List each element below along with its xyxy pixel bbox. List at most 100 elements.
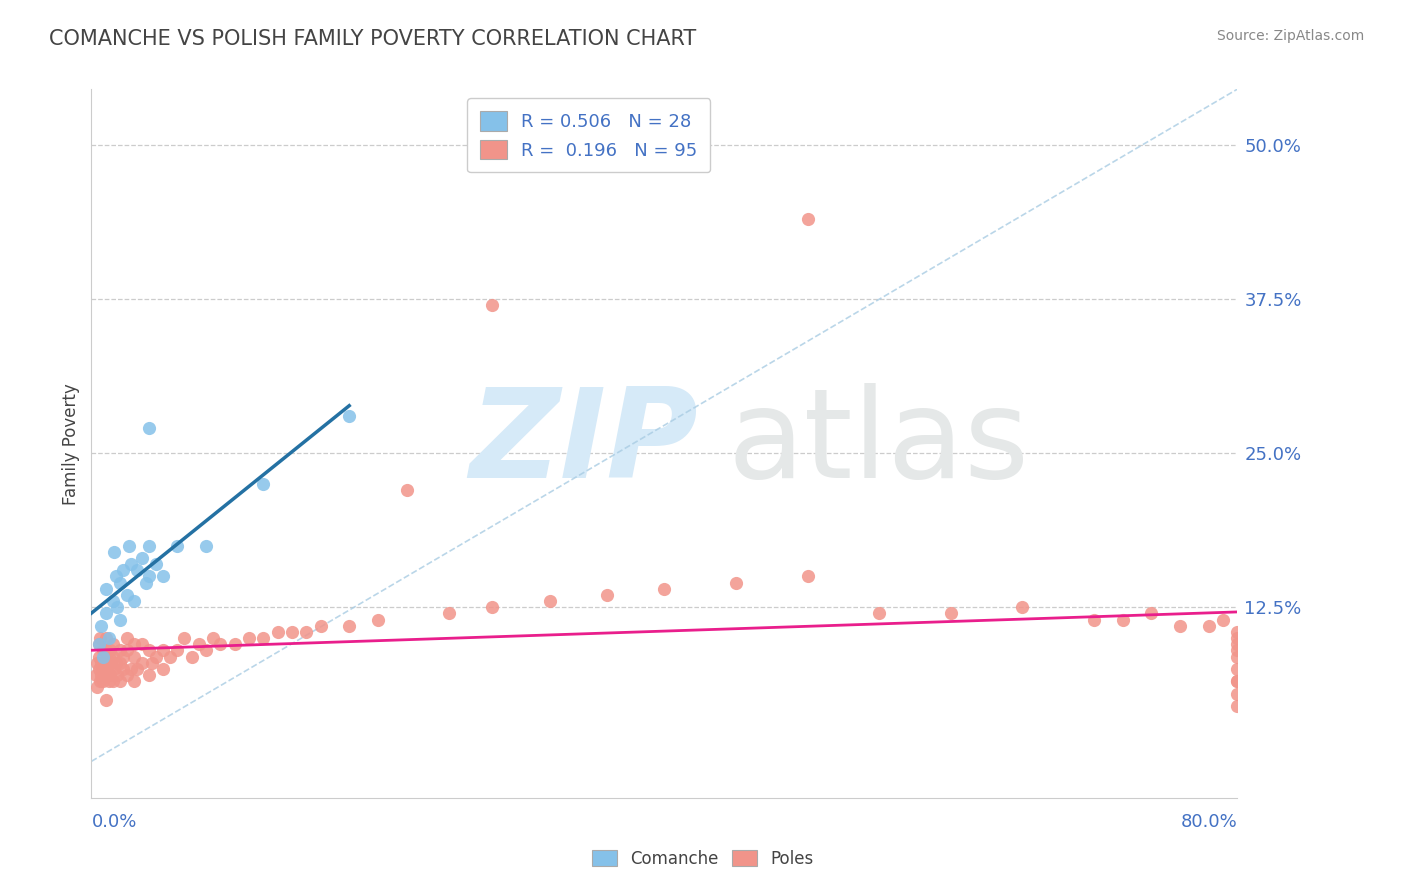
- Point: [152, 569, 174, 583]
- Point: [98, 668, 121, 682]
- Point: [652, 582, 675, 596]
- Point: [1226, 631, 1249, 645]
- Point: [115, 668, 138, 682]
- Point: [1140, 607, 1163, 621]
- Point: [104, 569, 127, 583]
- Point: [295, 624, 318, 639]
- Point: [91, 674, 114, 689]
- Point: [131, 637, 153, 651]
- Point: [202, 631, 225, 645]
- Point: [145, 649, 167, 664]
- Point: [138, 569, 160, 583]
- Point: [596, 588, 619, 602]
- Point: [101, 674, 124, 689]
- Point: [91, 649, 114, 664]
- Point: [724, 575, 747, 590]
- Point: [124, 637, 146, 651]
- Point: [94, 668, 117, 682]
- Point: [187, 637, 209, 651]
- Point: [105, 668, 128, 682]
- Point: [135, 575, 157, 590]
- Point: [124, 594, 146, 608]
- Point: [1168, 618, 1191, 632]
- Point: [796, 569, 818, 583]
- Point: [1226, 649, 1249, 664]
- Point: [138, 643, 160, 657]
- Point: [395, 483, 418, 497]
- Point: [1226, 637, 1249, 651]
- Point: [481, 600, 503, 615]
- Point: [439, 607, 461, 621]
- Point: [103, 662, 125, 676]
- Point: [108, 575, 131, 590]
- Point: [1212, 613, 1234, 627]
- Point: [94, 631, 117, 645]
- Legend: R = 0.506   N = 28, R =  0.196   N = 95: R = 0.506 N = 28, R = 0.196 N = 95: [467, 98, 710, 172]
- Point: [180, 649, 202, 664]
- Point: [111, 662, 134, 676]
- Y-axis label: Family Poverty: Family Poverty: [62, 383, 80, 505]
- Point: [124, 649, 146, 664]
- Point: [1111, 613, 1133, 627]
- Point: [108, 613, 131, 627]
- Point: [87, 637, 110, 651]
- Point: [91, 643, 114, 657]
- Point: [224, 637, 246, 651]
- Point: [97, 674, 120, 689]
- Point: [115, 643, 138, 657]
- Point: [238, 631, 260, 645]
- Point: [108, 656, 131, 670]
- Text: 0.0%: 0.0%: [91, 814, 136, 831]
- Point: [101, 637, 124, 651]
- Point: [152, 643, 174, 657]
- Point: [131, 656, 153, 670]
- Legend: Comanche, Poles: Comanche, Poles: [585, 844, 821, 875]
- Point: [138, 421, 160, 435]
- Text: atlas: atlas: [727, 384, 1029, 504]
- Point: [281, 624, 304, 639]
- Point: [138, 539, 160, 553]
- Point: [124, 674, 146, 689]
- Point: [141, 656, 163, 670]
- Point: [115, 588, 138, 602]
- Point: [101, 594, 124, 608]
- Point: [121, 662, 143, 676]
- Point: [1226, 686, 1249, 700]
- Point: [1226, 674, 1249, 689]
- Point: [209, 637, 232, 651]
- Point: [252, 476, 274, 491]
- Point: [796, 211, 818, 226]
- Point: [266, 624, 288, 639]
- Point: [108, 674, 131, 689]
- Point: [93, 656, 115, 670]
- Point: [159, 649, 181, 664]
- Point: [309, 618, 332, 632]
- Point: [337, 409, 360, 423]
- Point: [173, 631, 195, 645]
- Point: [86, 681, 108, 695]
- Point: [108, 643, 131, 657]
- Point: [87, 662, 110, 676]
- Point: [90, 656, 112, 670]
- Point: [367, 613, 389, 627]
- Point: [194, 539, 217, 553]
- Point: [97, 631, 120, 645]
- Point: [1011, 600, 1033, 615]
- Point: [152, 662, 174, 676]
- Point: [1226, 662, 1249, 676]
- Point: [89, 674, 111, 689]
- Point: [1226, 698, 1249, 713]
- Point: [121, 557, 143, 571]
- Point: [252, 631, 274, 645]
- Point: [111, 649, 134, 664]
- Point: [166, 643, 188, 657]
- Point: [97, 649, 120, 664]
- Point: [115, 631, 138, 645]
- Point: [117, 539, 139, 553]
- Point: [90, 618, 112, 632]
- Point: [127, 662, 149, 676]
- Point: [481, 298, 503, 312]
- Point: [94, 607, 117, 621]
- Point: [94, 582, 117, 596]
- Point: [90, 668, 112, 682]
